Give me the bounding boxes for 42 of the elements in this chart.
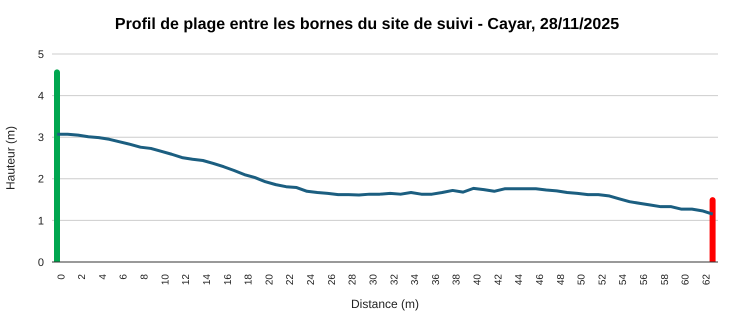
y-tick-label: 1 (38, 215, 44, 228)
y-axis-title: Hauteur (m) (3, 126, 18, 190)
x-tick-label: 16 (222, 274, 234, 286)
y-tick-label: 5 (38, 48, 44, 61)
x-tick-label: 36 (430, 274, 442, 286)
line-series (56, 132, 714, 216)
y-tick-label: 2 (38, 174, 44, 186)
x-tick-label: 44 (514, 274, 526, 286)
x-tick-label: 0 (56, 274, 68, 280)
x-tick-label: 26 (326, 274, 338, 286)
x-tick-label: 28 (348, 274, 359, 286)
x-tick-label: 62 (701, 274, 712, 286)
x-tick-label: 10 (160, 274, 172, 286)
x-tick-label: 50 (576, 274, 588, 286)
chart-title: Profil de plage entre les bornes du site de suivi - Cayar, 28/11/2025 (114, 16, 620, 34)
x-tick-label: 56 (639, 274, 650, 286)
x-tick-label: 58 (660, 274, 671, 286)
x-tick-label: 34 (410, 274, 422, 286)
x-tick-label: 42 (493, 274, 504, 286)
x-tick-label: 12 (181, 274, 192, 286)
x-axis-title: Distance (m) (350, 297, 420, 311)
x-tick-label: 22 (285, 274, 296, 286)
x-tick-label: 24 (306, 274, 318, 286)
x-tick-label: 46 (534, 274, 546, 286)
y-tick-label: 4 (38, 90, 44, 103)
x-tick-label: 8 (140, 274, 151, 280)
x-tick-label: 48 (556, 274, 567, 286)
x-tick-label: 2 (77, 274, 88, 280)
y-tick-label: 3 (38, 132, 44, 144)
x-tick-label: 60 (680, 274, 692, 286)
y-tick-label: 0 (38, 256, 44, 269)
x-tick-label: 40 (472, 274, 484, 286)
x-tick-label: 4 (98, 274, 109, 280)
x-tick-label: 14 (202, 274, 213, 286)
x-tick-label: 6 (118, 274, 130, 280)
x-tick-label: 20 (264, 274, 276, 286)
x-tick-label: 38 (452, 274, 463, 286)
x-tick-label: 54 (618, 274, 630, 286)
x-tick-label: 18 (244, 274, 255, 286)
x-tick-label: 30 (368, 274, 380, 286)
x-tick-label: 32 (389, 274, 400, 286)
x-tick-label: 52 (597, 274, 608, 286)
